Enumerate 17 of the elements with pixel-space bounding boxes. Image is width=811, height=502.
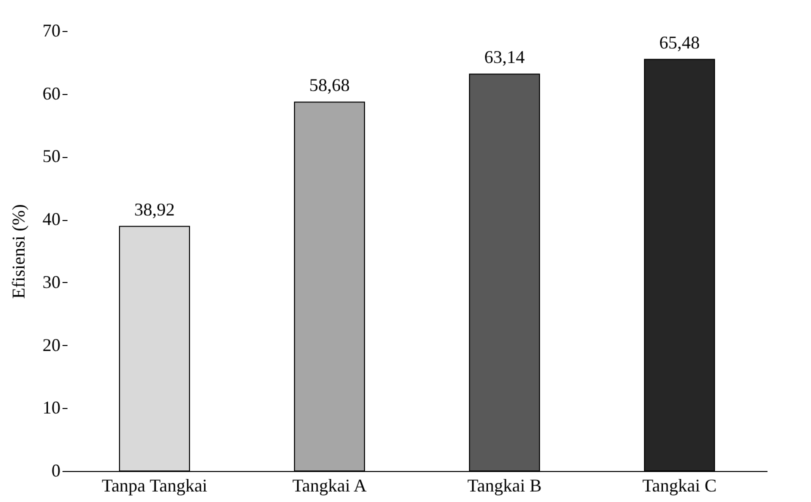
data-label: 63,14 [484, 47, 525, 68]
y-tick-label: 20 [42, 334, 60, 355]
x-tick-label: Tangkai A [292, 476, 367, 496]
y-tick-label: 40 [42, 209, 60, 230]
x-tick-label: Tanpa Tangkai [102, 476, 208, 496]
y-axis-title: Efisiensi (%) [8, 204, 28, 299]
data-label: 38,92 [134, 199, 175, 220]
y-tick-label: 70 [42, 20, 60, 40]
x-tick-label: Tangkai C [642, 476, 717, 496]
y-tick-label: 0 [52, 460, 60, 480]
y-tick-label: 50 [42, 146, 60, 166]
y-tick-label: 60 [42, 83, 60, 104]
y-tick-label: 30 [42, 272, 60, 292]
x-tick-label: Tangkai B [467, 476, 542, 496]
data-label: 65,48 [659, 32, 700, 52]
y-tick-label: 10 [42, 398, 60, 418]
data-label: 58,68 [309, 75, 350, 96]
